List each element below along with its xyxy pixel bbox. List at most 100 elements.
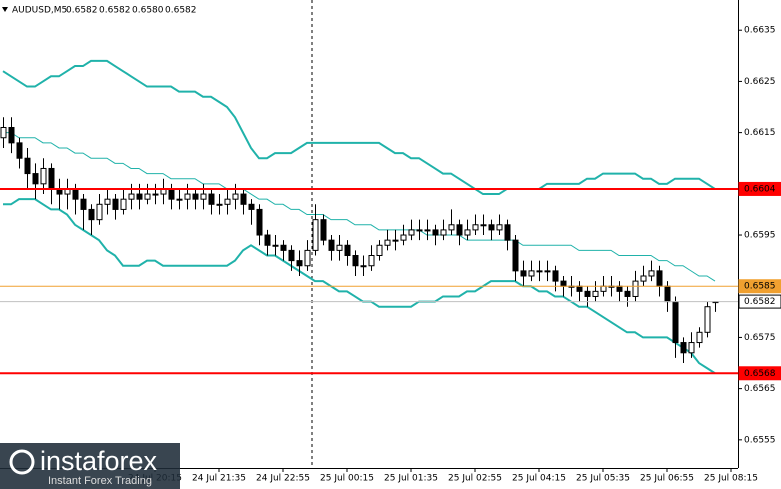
candle-body — [208, 193, 215, 205]
candle-body — [472, 224, 479, 231]
candle-body — [80, 198, 87, 210]
header-close: 0.6582 — [165, 6, 197, 16]
candle-body — [72, 188, 79, 200]
candle-body — [704, 306, 711, 333]
y-tick-label: 0.6625 — [744, 77, 776, 87]
candle-body — [504, 224, 511, 241]
candle-body — [120, 198, 127, 210]
candle-body — [424, 229, 431, 232]
candle-body — [688, 342, 695, 354]
x-tick-label: 25 Jul 08:15 — [704, 474, 758, 484]
x-tick-label: 25 Jul 04:15 — [512, 474, 566, 484]
candle-body — [648, 270, 655, 277]
candle-body — [88, 208, 95, 221]
candle-body — [288, 249, 295, 262]
y-tick-label: 0.6615 — [744, 128, 776, 138]
candle-body — [304, 249, 311, 267]
candle-body — [368, 255, 375, 267]
candle-body — [136, 193, 143, 200]
candle-body — [40, 167, 47, 185]
candle-body — [664, 285, 671, 303]
candle-body — [696, 331, 703, 344]
candle-body — [320, 219, 327, 241]
candle-body — [464, 229, 471, 236]
candle-body — [496, 224, 503, 231]
price-level-box — [738, 279, 781, 294]
candle-body — [256, 208, 263, 236]
candle-body — [592, 290, 599, 297]
price-level-label: 0.6582 — [744, 297, 776, 307]
candle-body — [384, 239, 391, 246]
price-level-label: 0.6604 — [744, 184, 776, 194]
candle-body — [352, 255, 359, 267]
x-tick-label: 25 Jul 02:55 — [448, 474, 502, 484]
candle-body — [488, 224, 495, 231]
band-line — [3, 132, 716, 282]
candle-body — [520, 270, 527, 277]
header-low: 0.6580 — [132, 6, 164, 16]
candle-body — [312, 219, 319, 251]
candle-body — [48, 167, 55, 190]
price-level-label: 0.6568 — [744, 369, 776, 379]
candle-body — [264, 234, 271, 246]
candle-body — [480, 224, 487, 227]
candle-body — [232, 193, 239, 200]
candle-body — [176, 198, 183, 201]
candle-body — [432, 229, 439, 236]
candle-body — [528, 270, 535, 277]
candle-body — [408, 229, 415, 236]
candle-body — [192, 193, 199, 200]
candle-body — [400, 234, 407, 241]
candle-body — [144, 193, 151, 200]
menu-icon — [2, 7, 8, 12]
candle-body — [328, 239, 335, 251]
watermark-tagline: Instant Forex Trading — [48, 475, 152, 487]
plot: 0.6635 0.6625 0.6615 0.6595 0.6575 0.6565 0.65… — [0, 26, 776, 484]
candle-body — [624, 290, 631, 297]
candle-body — [24, 157, 31, 175]
candle-body — [224, 198, 231, 205]
candle-body — [576, 285, 583, 292]
price-level-label: 0.6585 — [744, 282, 776, 292]
candle-body — [392, 239, 399, 242]
candle-body — [552, 270, 559, 282]
y-tick-label: 0.6635 — [744, 26, 776, 36]
candle-body — [248, 203, 255, 210]
candle-body — [280, 244, 287, 251]
candle-body — [512, 239, 519, 272]
candle-body — [32, 173, 39, 185]
watermark: instaforex Instant Forex Trading — [0, 443, 180, 489]
candle-body — [632, 280, 639, 297]
candle-body — [168, 188, 175, 200]
candle-body — [600, 285, 607, 292]
y-tick-label: 0.6565 — [744, 384, 776, 394]
candle-body — [376, 244, 383, 257]
candle-body — [336, 244, 343, 251]
candle-body — [640, 275, 647, 282]
candle-body — [448, 224, 455, 231]
chart-title: AUDUSD,M5 — [12, 6, 67, 16]
price-level-box — [738, 294, 781, 309]
candle-body — [0, 126, 7, 139]
candle-body — [672, 301, 679, 344]
candle-body — [616, 285, 623, 292]
x-tick-label: 25 Jul 01:35 — [384, 474, 438, 484]
candle-body — [128, 193, 135, 200]
candle-body — [360, 265, 367, 268]
x-tick-label: 24 Jul 22:55 — [256, 474, 310, 484]
x-tick-label: 25 Jul 05:35 — [576, 474, 630, 484]
candle-body — [200, 193, 207, 200]
candle-body — [184, 193, 191, 200]
watermark-logo — [9, 449, 35, 475]
x-tick-label: 24 Jul 21:35 — [192, 474, 246, 484]
candle-body — [16, 142, 23, 159]
candle-body — [240, 193, 247, 205]
candle-body — [104, 198, 111, 205]
header-high: 0.6582 — [99, 6, 131, 16]
candle-body — [296, 260, 303, 267]
candle-body — [112, 198, 119, 210]
y-tick-label: 0.6575 — [744, 333, 776, 343]
candle-body — [440, 229, 447, 236]
candle-body — [272, 244, 279, 247]
